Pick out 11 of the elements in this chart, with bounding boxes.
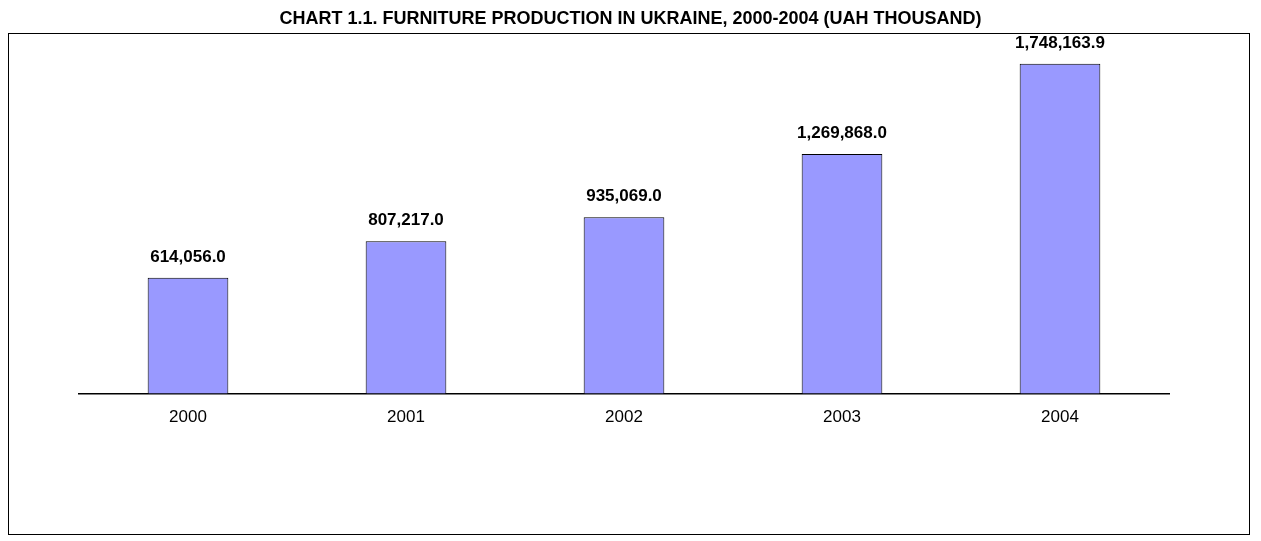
data-label: 807,217.0 (368, 210, 444, 230)
data-label: 935,069.0 (586, 186, 662, 206)
data-label: 1,269,868.0 (797, 123, 887, 143)
data-label: 1,748,163.9 (1015, 32, 1105, 52)
x-tick-label: 2004 (1041, 407, 1079, 427)
data-label: 614,056.0 (150, 246, 226, 266)
x-tick-label: 2003 (823, 407, 861, 427)
chart-title: CHART 1.1. FURNITURE PRODUCTION IN UKRAINE, 2000-2004 (UAH THOUSAND) (278, 8, 983, 29)
x-tick-label: 2001 (387, 407, 425, 427)
x-tick-label: 2000 (169, 407, 207, 427)
x-tick-label: 2002 (605, 407, 643, 427)
